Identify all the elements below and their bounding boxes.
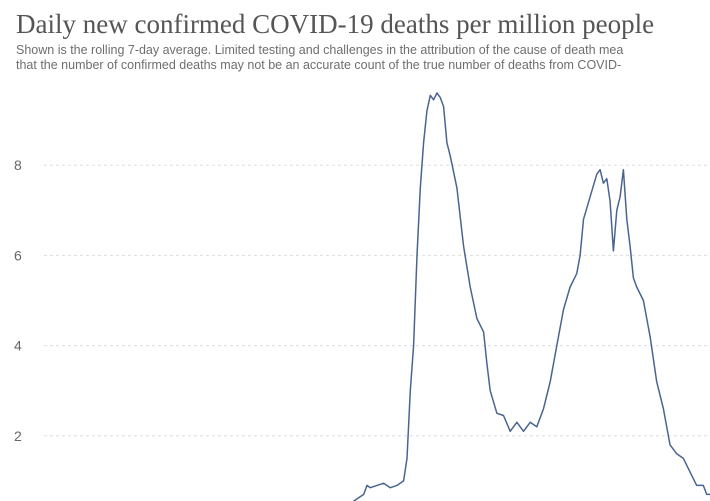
y-tick-label: 6 [14,247,22,263]
chart-title: Daily new confirmed COVID-19 deaths per … [16,9,655,39]
y-axis-ticks: 2 4 6 8 [14,157,22,444]
y-tick-label: 2 [14,428,22,444]
series-group [352,92,710,501]
subtitle-line-2: that the number of confirmed deaths may … [16,58,622,72]
chart-subtitle: Shown is the rolling 7-day average. Limi… [16,43,710,73]
y-tick-label: 4 [14,338,22,354]
series-line-0 [352,92,710,501]
subtitle-line-1: Shown is the rolling 7-day average. Limi… [16,43,624,57]
gridlines [44,164,710,437]
y-tick-label: 8 [14,157,22,173]
